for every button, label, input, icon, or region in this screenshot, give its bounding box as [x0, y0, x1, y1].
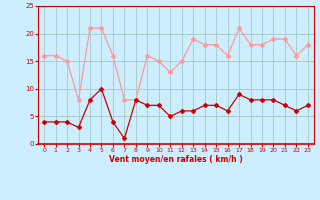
X-axis label: Vent moyen/en rafales ( km/h ): Vent moyen/en rafales ( km/h ): [109, 155, 243, 164]
